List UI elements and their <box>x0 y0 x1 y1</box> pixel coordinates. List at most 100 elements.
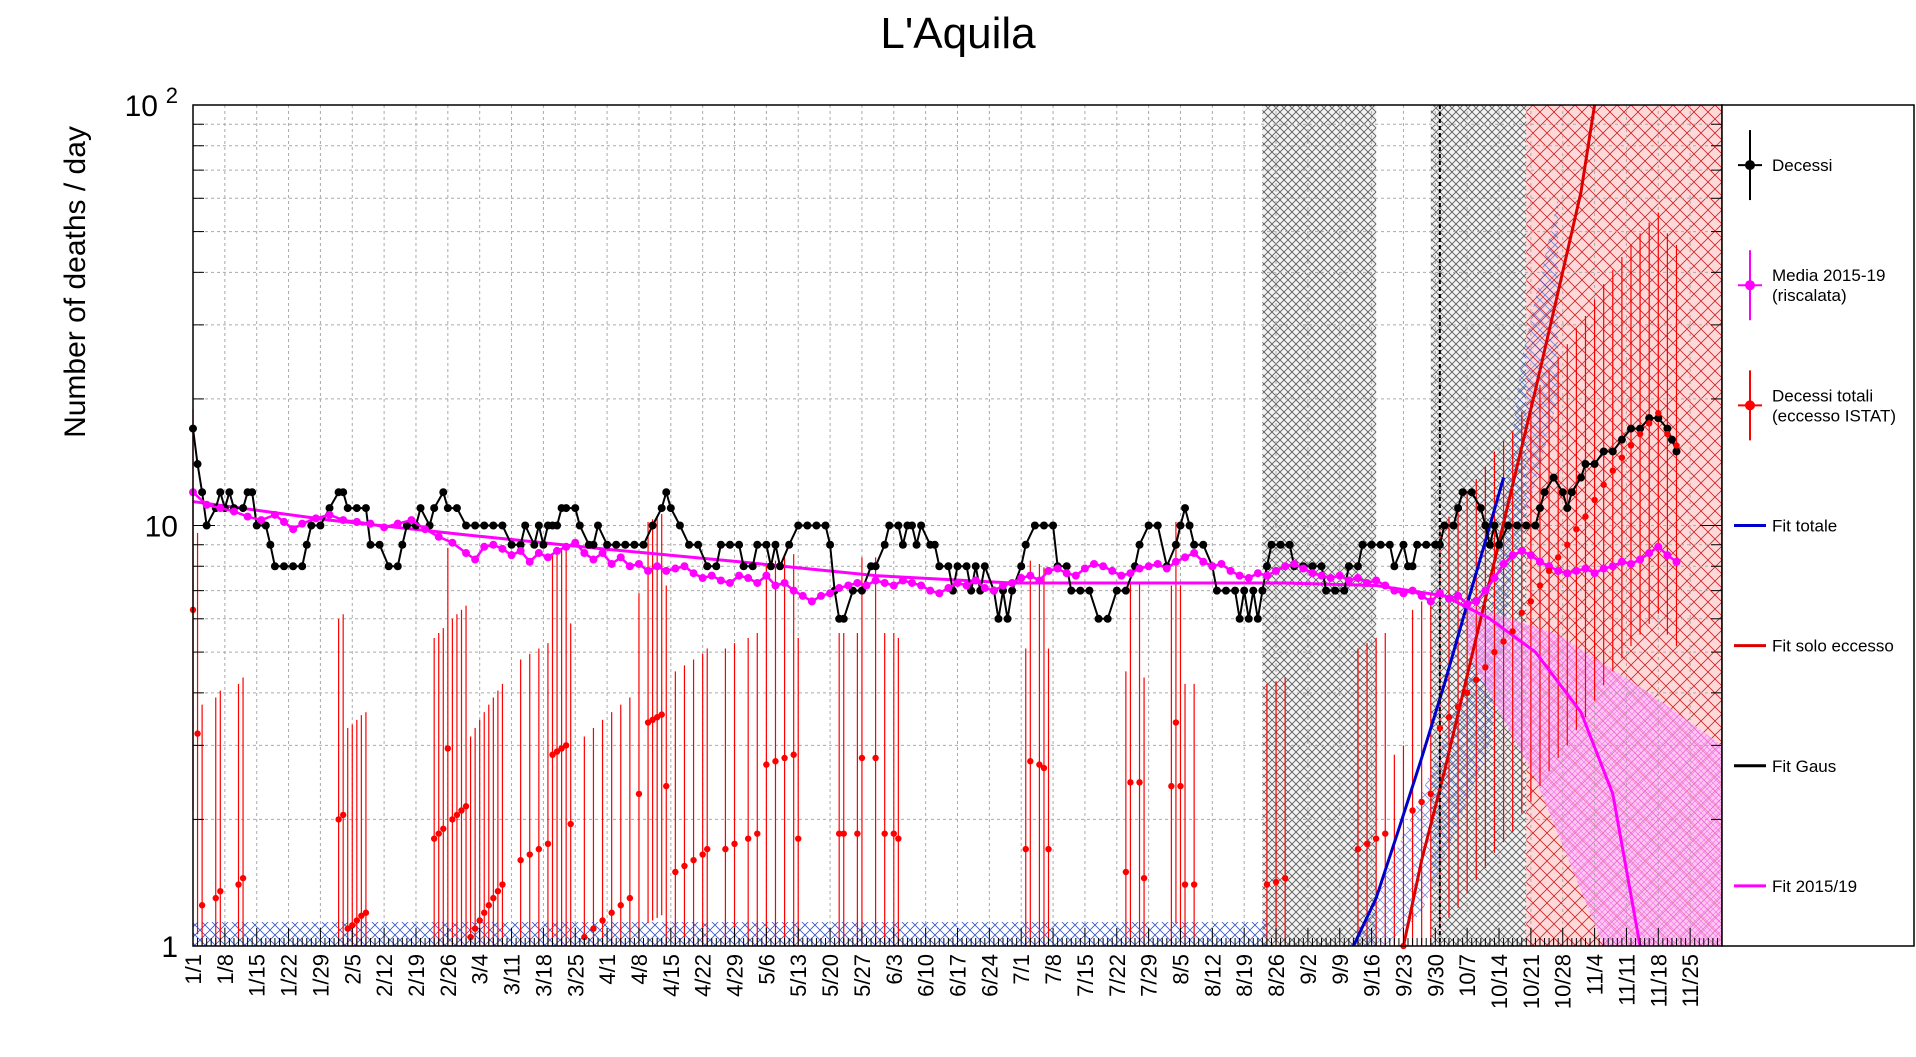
data-point <box>612 540 621 549</box>
data-point <box>639 540 648 549</box>
data-point <box>344 925 351 932</box>
data-point <box>599 917 606 924</box>
x-tick-label: 1/15 <box>245 954 270 997</box>
data-point <box>744 574 753 583</box>
data-point <box>1476 504 1485 513</box>
data-point <box>962 562 971 571</box>
data-point <box>1563 504 1572 513</box>
data-point <box>999 581 1008 590</box>
data-point <box>1645 414 1654 423</box>
data-point <box>744 835 752 842</box>
data-point <box>353 917 361 924</box>
x-tick-label: 4/15 <box>659 954 684 997</box>
legend: Decessi Media 2015-19(riscalata) Decessi t… <box>1721 104 1915 947</box>
data-point <box>1590 460 1599 469</box>
data-point <box>280 517 289 526</box>
data-point <box>1190 549 1199 558</box>
data-point <box>393 562 402 571</box>
data-point <box>217 887 224 895</box>
data-point <box>971 562 980 571</box>
data-point <box>280 562 289 571</box>
data-point <box>307 521 316 530</box>
data-point <box>485 902 492 909</box>
data-point <box>1573 525 1580 533</box>
y-tick-label-exponent: 2 <box>166 83 178 108</box>
data-point <box>1435 589 1444 598</box>
data-point <box>1626 424 1635 433</box>
x-tick-label: 5/6 <box>754 954 779 985</box>
data-point <box>881 830 888 837</box>
data-point <box>648 521 657 530</box>
data-point <box>1590 569 1599 578</box>
data-point <box>895 835 902 842</box>
data-point <box>653 562 662 571</box>
data-point <box>462 521 471 530</box>
data-point <box>361 504 370 513</box>
data-point <box>1467 488 1476 497</box>
data-point <box>571 538 580 547</box>
data-point <box>1531 521 1540 530</box>
data-point <box>1449 521 1458 530</box>
data-point <box>1554 566 1563 575</box>
data-point <box>725 578 734 587</box>
data-point <box>754 830 761 837</box>
data-point <box>1481 586 1490 595</box>
data-point <box>826 589 835 598</box>
data-point <box>794 521 803 530</box>
data-point <box>1094 614 1103 623</box>
data-point <box>1581 564 1590 573</box>
data-point <box>1208 562 1217 571</box>
data-point <box>994 614 1003 623</box>
data-point <box>1408 562 1417 571</box>
data-point <box>489 521 498 530</box>
data-point <box>1390 562 1399 571</box>
data-point <box>352 504 361 513</box>
data-point <box>1136 779 1143 786</box>
data-point <box>1567 488 1576 497</box>
data-point <box>1535 504 1544 513</box>
data-point <box>766 562 775 571</box>
data-point <box>444 745 452 752</box>
data-point <box>1272 878 1280 886</box>
data-point <box>962 581 971 590</box>
data-point <box>1636 430 1644 438</box>
data-point <box>826 540 835 549</box>
x-tick-label: 1/22 <box>277 954 302 997</box>
data-point <box>1436 724 1444 732</box>
data-point <box>1262 571 1271 580</box>
data-point <box>1244 574 1253 583</box>
x-tick-label: 4/8 <box>627 954 652 985</box>
data-point <box>835 830 843 837</box>
data-point <box>1344 562 1353 571</box>
x-tick-label: 10/14 <box>1487 954 1512 1009</box>
data-point <box>657 504 666 513</box>
data-point <box>1035 576 1044 585</box>
data-point <box>1126 569 1135 578</box>
data-point <box>930 540 939 549</box>
x-tick-label: 6/17 <box>946 954 971 997</box>
data-point <box>366 519 375 528</box>
data-point <box>575 521 584 530</box>
data-point <box>530 540 539 549</box>
data-point <box>807 597 816 606</box>
x-tick-label: 6/10 <box>914 954 939 997</box>
x-tick-label: 8/26 <box>1264 954 1289 997</box>
data-point <box>666 504 675 513</box>
data-point <box>1564 541 1571 548</box>
legend-label: Media 2015-19 <box>1772 266 1885 285</box>
data-point <box>448 538 457 547</box>
data-point <box>562 542 571 551</box>
data-point <box>1609 467 1616 474</box>
data-point <box>553 521 562 530</box>
data-point <box>398 540 407 549</box>
data-point <box>339 811 347 819</box>
data-point <box>1372 576 1381 585</box>
x-tick-label: 5/13 <box>786 954 811 997</box>
data-point <box>1062 569 1071 578</box>
data-point <box>1663 424 1672 433</box>
data-point <box>699 851 706 858</box>
x-tick-label: 2/5 <box>340 954 365 985</box>
data-point <box>880 578 889 587</box>
data-point <box>1199 540 1208 549</box>
